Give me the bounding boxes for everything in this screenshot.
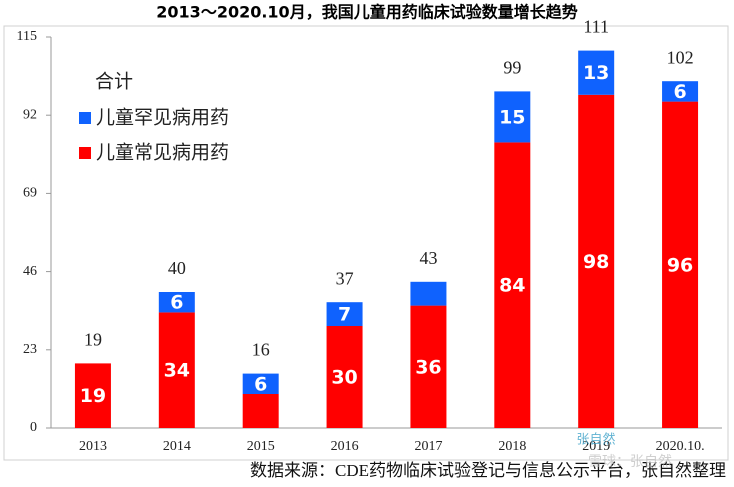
data-label: 36 [415, 356, 441, 378]
data-label: 15 [499, 106, 525, 128]
bar-segment [578, 94, 615, 429]
total-label: 99 [503, 58, 521, 78]
x-tick-label: 2015 [247, 439, 275, 454]
legend-label: 儿童常见病用药 [96, 142, 229, 164]
legend-label: 儿童罕见病用药 [96, 107, 229, 129]
data-label: 6 [254, 373, 267, 395]
x-tick-label: 2020.10. [656, 439, 705, 454]
bar-segment [326, 326, 363, 428]
bar-segment [242, 394, 279, 428]
data-label: 96 [667, 254, 693, 276]
bar-segment [494, 142, 531, 428]
data-label: 98 [583, 251, 609, 273]
bar-segment [578, 50, 615, 95]
y-tick-label: 46 [23, 264, 37, 279]
total-label: 40 [168, 258, 186, 278]
x-tick-label: 2016 [331, 439, 359, 454]
y-tick-label: 23 [23, 342, 37, 357]
data-label: 13 [583, 62, 609, 84]
data-label: 6 [170, 292, 183, 314]
x-tick-label: 2014 [163, 439, 191, 454]
bar-segment [662, 81, 699, 102]
data-label: 30 [331, 367, 357, 389]
data-label: 6 [673, 81, 686, 103]
y-tick-label: 0 [30, 420, 37, 435]
data-label: 84 [499, 275, 525, 297]
total-label: 19 [84, 330, 102, 350]
total-label: 111 [583, 17, 609, 37]
chart-title: 2013～2020.10月，我国儿童用药临床试验数量增长趋势 [156, 3, 577, 22]
x-tick-label: 2013 [79, 439, 107, 454]
y-tick-label: 69 [23, 186, 37, 201]
bar-segment [74, 363, 111, 428]
legend-swatch [79, 147, 91, 159]
watermark: 张自然 [576, 432, 615, 448]
source-note: 数据来源：CDE药物临床试验登记与信息公示平台，张自然整理 [250, 461, 726, 480]
data-label: 34 [164, 360, 190, 382]
x-tick-label: 2019 [582, 439, 610, 454]
data-label: 7 [338, 304, 351, 326]
bar-segment [662, 101, 699, 428]
y-tick-label: 115 [17, 29, 37, 44]
total-label: 43 [419, 248, 437, 268]
bar-segment [242, 373, 279, 394]
bar-segment [494, 91, 531, 143]
bar-segment [326, 302, 363, 326]
data-label: 19 [80, 385, 106, 407]
bar-segment [158, 292, 195, 313]
x-tick-label: 2018 [498, 439, 526, 454]
bar-segment [410, 281, 447, 306]
legend-total: 合计 [95, 71, 133, 93]
legend-swatch [79, 112, 91, 124]
x-tick-label: 2017 [414, 439, 442, 454]
chart-frame [3, 25, 729, 461]
bar-segment [410, 305, 447, 428]
total-label: 102 [667, 47, 694, 67]
y-tick-label: 92 [23, 107, 37, 122]
total-label: 37 [336, 268, 354, 288]
bar-segment [158, 312, 195, 428]
total-label: 16 [252, 340, 270, 360]
watermark: 雪球：张自然 [588, 453, 672, 470]
